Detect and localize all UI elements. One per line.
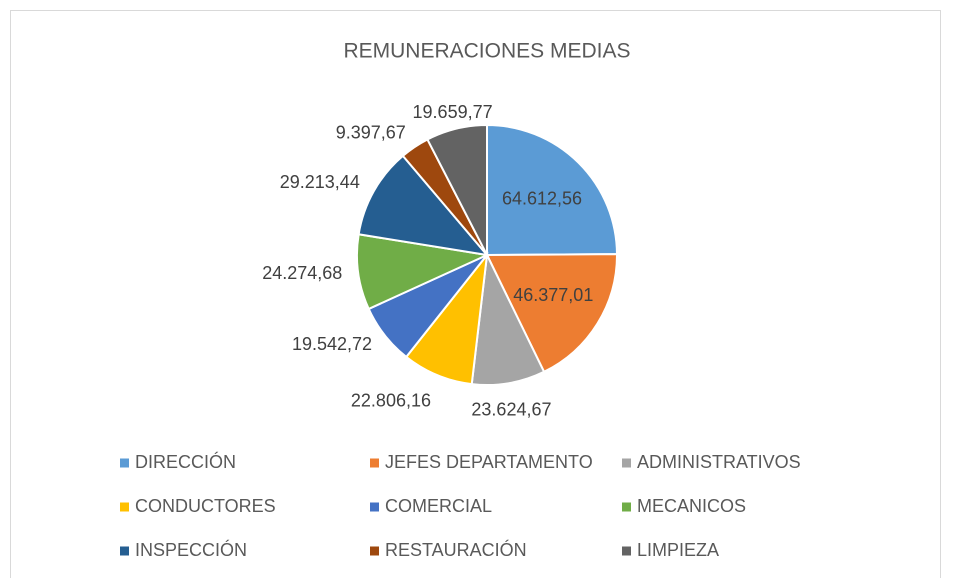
- data-label: 64.612,56: [502, 188, 582, 208]
- pie-slice: [426, 123, 488, 256]
- legend-label: COMERCIAL: [385, 496, 492, 516]
- data-label: 19.659,77: [413, 102, 493, 122]
- data-label: 46.377,01: [513, 285, 593, 305]
- chart-title: REMUNERACIONES MEDIAS: [343, 40, 630, 63]
- data-label: 24.274,68: [262, 263, 342, 283]
- legend-swatch: [370, 546, 379, 556]
- data-label: 29.213,44: [280, 172, 360, 192]
- legend-label: ADMINISTRATIVOS: [637, 452, 801, 472]
- pie-slice: [485, 253, 618, 374]
- chart-border: [10, 10, 941, 578]
- data-label: 19.542,72: [292, 334, 372, 354]
- legend-swatch: [370, 502, 379, 512]
- legend-label: RESTAURACIÓN: [385, 539, 527, 560]
- legend-swatch: [622, 546, 631, 556]
- pie-slice: [357, 154, 490, 257]
- data-label: 23.624,67: [471, 400, 551, 420]
- legend-label: LIMPIEZA: [637, 540, 719, 560]
- legend-label: JEFES DEPARTAMENTO: [385, 452, 593, 472]
- legend-swatch: [622, 458, 631, 468]
- legend-label: CONDUCTORES: [135, 496, 276, 516]
- pie-slice: [486, 123, 619, 257]
- legend-label: MECANICOS: [637, 496, 746, 516]
- legend-swatch: [120, 458, 129, 468]
- legend-label: INSPECCIÓN: [135, 539, 247, 560]
- legend-swatch: [120, 546, 129, 556]
- pie-slice: [356, 233, 491, 311]
- data-label: 9.397,67: [336, 122, 406, 142]
- legend-swatch: [370, 458, 379, 468]
- legend-label: DIRECCIÓN: [135, 451, 236, 472]
- data-label: 22.806,16: [351, 391, 431, 411]
- legend-swatch: [120, 502, 129, 512]
- legend-swatch: [622, 502, 631, 512]
